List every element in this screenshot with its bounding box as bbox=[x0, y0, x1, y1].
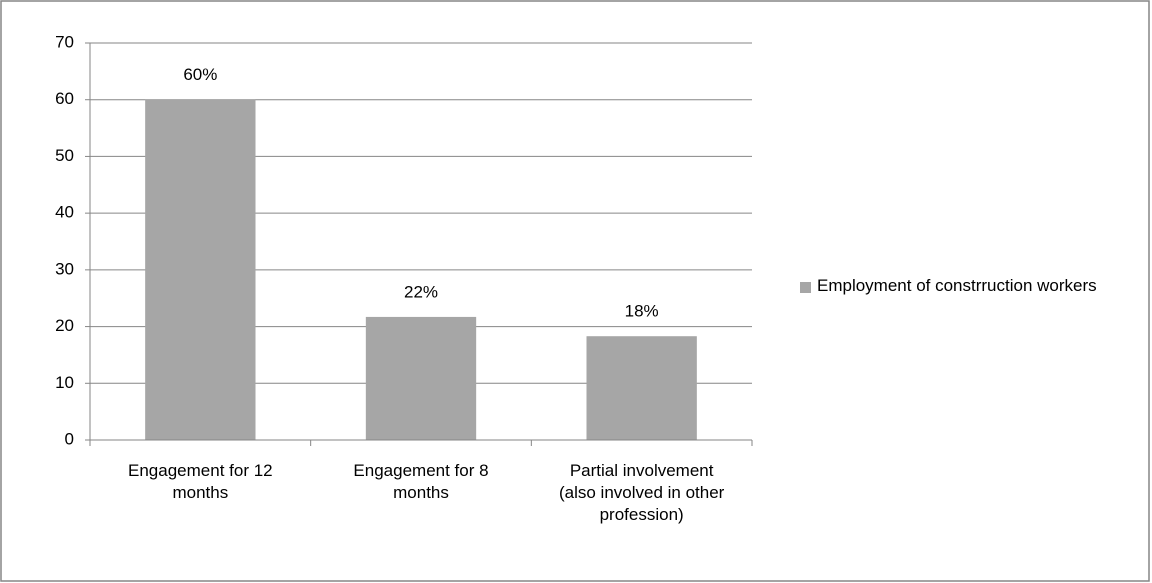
legend-swatch bbox=[800, 282, 811, 293]
y-tick-label: 60 bbox=[55, 89, 74, 108]
y-tick-label: 50 bbox=[55, 146, 74, 165]
data-label: 18% bbox=[625, 302, 659, 321]
y-tick-label: 40 bbox=[55, 203, 74, 222]
x-tick-label: Engagement for 12 months bbox=[128, 461, 273, 502]
y-tick-label: 70 bbox=[55, 32, 74, 51]
bar bbox=[365, 316, 477, 440]
x-tick-label: Engagement for 8 months bbox=[353, 461, 489, 502]
bar bbox=[145, 99, 256, 440]
data-label: 22% bbox=[404, 282, 438, 301]
y-tick-label: 0 bbox=[65, 429, 74, 448]
y-tick-label: 30 bbox=[55, 259, 74, 278]
x-tick-label: Partial involvement (also involved in ot… bbox=[558, 461, 725, 524]
data-label: 60% bbox=[183, 65, 217, 84]
y-tick-label: 20 bbox=[55, 316, 74, 335]
legend-label: Employment of constrruction workers bbox=[817, 276, 1097, 295]
y-tick-label: 10 bbox=[55, 373, 74, 392]
bar bbox=[586, 336, 697, 440]
